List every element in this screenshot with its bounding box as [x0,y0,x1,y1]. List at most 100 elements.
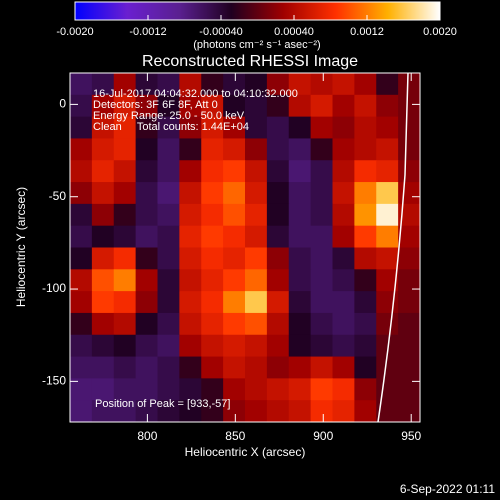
pixel [135,225,158,248]
pixel [310,312,333,336]
pixel [266,73,290,96]
pixel [376,160,399,183]
pixel [135,291,158,314]
pixel [310,247,333,270]
colorbar-tick-label: 0.0020 [423,26,457,38]
pixel [201,116,224,139]
pixel [398,160,421,183]
pixel [70,247,93,270]
pixel [91,378,115,401]
annotation: Clean Total counts: 1.44E+04 [93,121,249,133]
pixel [288,334,312,358]
pixel [201,203,224,227]
pixel [157,138,180,161]
pixel [376,400,399,423]
pixel [91,73,115,96]
pixel [70,356,93,379]
pixel [70,116,93,139]
pixel [245,356,268,379]
annotation: Position of Peak = [933,-57] [95,398,230,410]
pixel [179,356,202,379]
pixel [157,160,180,183]
pixel [201,160,224,183]
pixel [310,73,333,96]
pixel [157,73,180,96]
pixel [223,247,246,270]
pixel [70,203,93,227]
pixel [157,291,180,314]
pixel [245,73,268,96]
pixel [266,247,290,270]
pixel [332,160,355,183]
pixel [266,378,290,401]
pixel [157,225,180,248]
pixel [157,269,180,292]
pixel [70,73,93,96]
pixel [266,116,290,139]
pixel [113,138,137,161]
footer-date: 6-Sep-2022 01:11 [400,482,496,496]
pixel [398,356,421,379]
pixel [113,269,137,292]
pixel [310,116,333,139]
pixel [332,73,355,96]
colorbar [74,1,441,21]
pixel [398,225,421,248]
pixel [91,400,115,423]
pixel [135,269,158,292]
pixel [288,356,312,379]
pixel [70,378,93,401]
pixel [223,160,246,183]
pixel [113,94,137,118]
pixel [245,182,268,205]
pixel [245,247,268,270]
pixel [354,182,377,205]
pixel [376,291,399,314]
pixel [113,356,137,379]
pixel [179,400,202,423]
pixel [201,356,224,379]
pixel [223,94,246,118]
pixel [245,94,268,118]
pixel [135,356,158,379]
x-tick-label: 900 [313,429,333,443]
pixel [376,94,399,118]
pixel [91,138,115,161]
pixel [354,400,377,423]
pixel [179,291,202,314]
colorbar-label: (photons cm⁻² s⁻¹ asec⁻²) [193,39,320,51]
pixel [70,225,93,248]
pixel [310,138,333,161]
y-tick-label: -100 [42,281,66,295]
pixel [354,312,377,336]
pixel [135,312,158,336]
pixel [70,160,93,183]
pixel [310,378,333,401]
pixel [288,225,312,248]
pixel [354,160,377,183]
pixel [245,269,268,292]
pixel [310,334,333,358]
pixel [398,116,421,139]
pixel [157,378,180,401]
pixel [223,400,246,423]
pixel [91,291,115,314]
pixel [310,225,333,248]
colorbar-tick-label: 0.00040 [274,26,314,38]
pixel [245,334,268,358]
solar-limb [377,72,409,423]
pixel [135,334,158,358]
pixel [91,356,115,379]
pixel [376,356,399,379]
pixel [91,269,115,292]
pixel [398,312,421,336]
pixel [245,203,268,227]
pixel [223,73,246,96]
pixel [113,291,137,314]
pixel [113,73,137,96]
y-axis-label: Heliocentric Y (arcsec) [14,187,28,307]
pixel [376,73,399,96]
pixel [157,94,180,118]
pixel [245,378,268,401]
pixel [332,182,355,205]
